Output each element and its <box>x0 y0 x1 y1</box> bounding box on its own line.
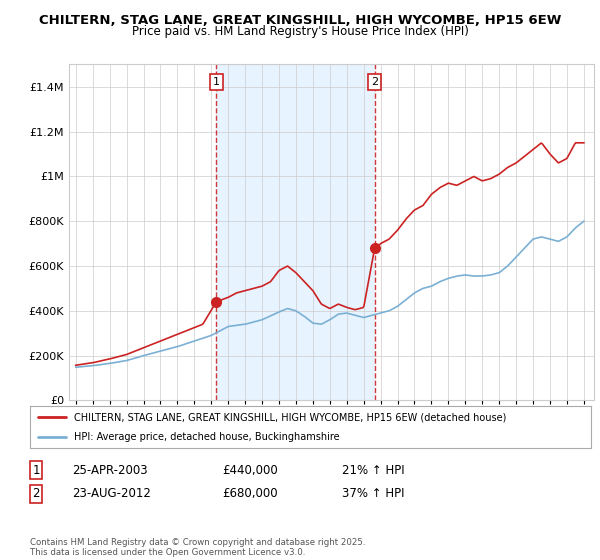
Text: 23-AUG-2012: 23-AUG-2012 <box>72 487 151 501</box>
Text: 37% ↑ HPI: 37% ↑ HPI <box>342 487 404 501</box>
Text: 1: 1 <box>32 464 40 477</box>
Text: £440,000: £440,000 <box>222 464 278 477</box>
Text: Price paid vs. HM Land Registry's House Price Index (HPI): Price paid vs. HM Land Registry's House … <box>131 25 469 38</box>
Text: 21% ↑ HPI: 21% ↑ HPI <box>342 464 404 477</box>
Text: £680,000: £680,000 <box>222 487 278 501</box>
Text: Contains HM Land Registry data © Crown copyright and database right 2025.
This d: Contains HM Land Registry data © Crown c… <box>30 538 365 557</box>
Text: 1: 1 <box>213 77 220 87</box>
Bar <box>217 64 374 400</box>
Text: 25-APR-2003: 25-APR-2003 <box>72 464 148 477</box>
Text: HPI: Average price, detached house, Buckinghamshire: HPI: Average price, detached house, Buck… <box>74 432 340 442</box>
Text: CHILTERN, STAG LANE, GREAT KINGSHILL, HIGH WYCOMBE, HP15 6EW (detached house): CHILTERN, STAG LANE, GREAT KINGSHILL, HI… <box>74 412 506 422</box>
Text: 2: 2 <box>32 487 40 501</box>
Text: 2: 2 <box>371 77 378 87</box>
Text: CHILTERN, STAG LANE, GREAT KINGSHILL, HIGH WYCOMBE, HP15 6EW: CHILTERN, STAG LANE, GREAT KINGSHILL, HI… <box>39 14 561 27</box>
